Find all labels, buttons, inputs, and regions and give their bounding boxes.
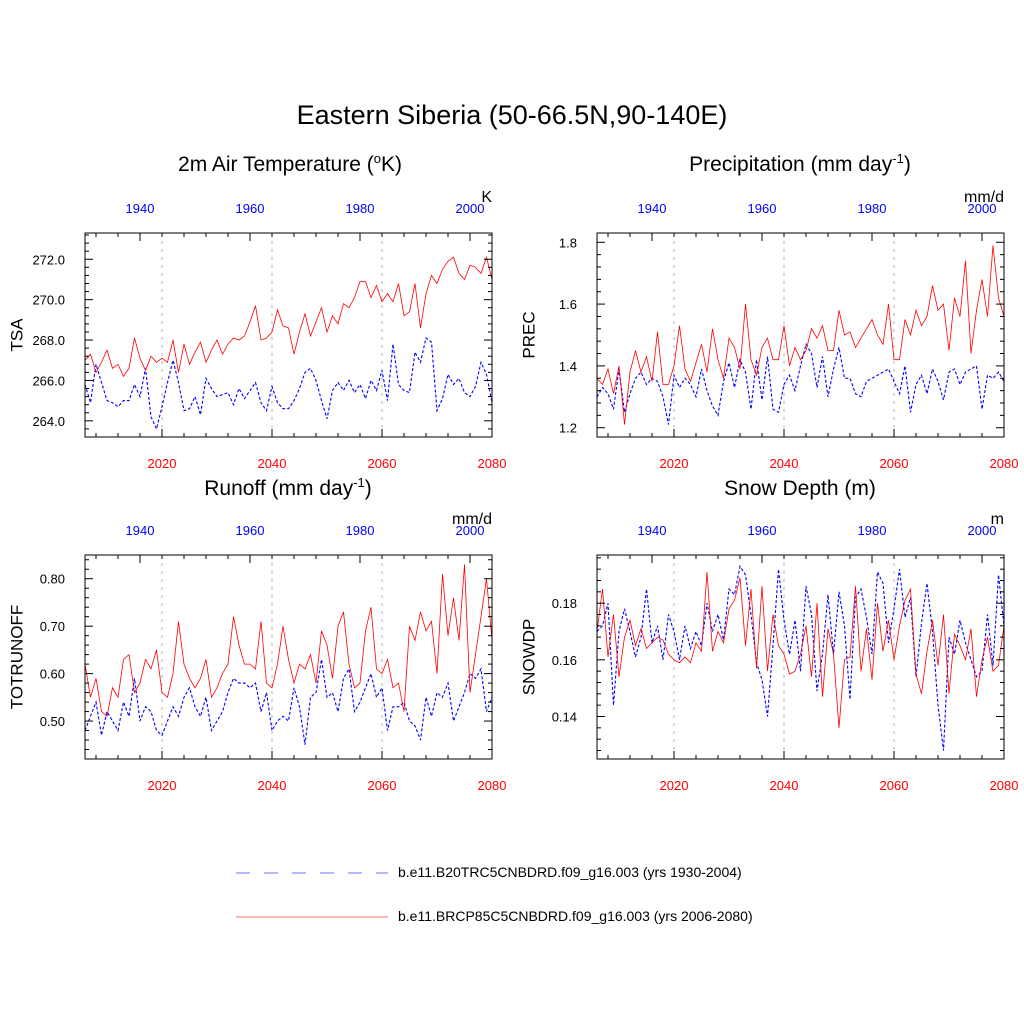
snowdp-xtick-label-bottom: 2080 [990,778,1019,793]
prec-xtick-label-top: 1940 [638,201,667,216]
prec-units: mm/d [964,189,1004,206]
tsa-xtick-label-bottom: 2080 [478,456,507,471]
runoff-xtick-label-top: 1980 [346,523,375,538]
snowdp-ytick-label: 0.18 [552,596,577,611]
tsa-frame [84,232,493,438]
runoff-ylabel: TOTRUNOFF [7,605,26,710]
tsa-xtick-label-bottom: 2060 [368,456,397,471]
prec-frame [596,232,1005,438]
prec-xtick-label-top: 1980 [858,201,887,216]
snowdp-frame [596,554,1005,760]
prec-xtick-label-bottom: 2020 [660,456,689,471]
legend-label-future: b.e11.BRCP85C5CNBDRD.f09_g16.003 (yrs 20… [398,908,753,924]
snowdp-xtick-label-top: 1940 [638,523,667,538]
tsa-xtick-label-bottom: 2040 [258,456,287,471]
tsa-ytick-label: 270.0 [32,293,65,308]
prec-xtick-label-bottom: 2060 [880,456,909,471]
snowdp-xtick-label-top: 2000 [968,523,997,538]
prec-series-hist [596,342,1005,425]
snowdp-xtick-label-bottom: 2020 [660,778,689,793]
runoff-units: mm/d [452,511,492,528]
tsa-ylabel: TSA [7,318,26,352]
runoff-xtick-label-top: 2000 [456,523,485,538]
snowdp-xtick-label-top: 1960 [748,523,777,538]
runoff-frame [84,554,493,760]
runoff-ytick-label: 0.60 [40,667,65,682]
runoff-xtick-label-bottom: 2060 [368,778,397,793]
snowdp-units: m [991,511,1004,528]
runoff-ytick-label: 0.50 [40,714,65,729]
runoff-xtick-label-top: 1940 [126,523,155,538]
runoff-xtick-label-bottom: 2020 [148,778,177,793]
prec-series-future [596,245,1005,425]
panel-title-runoff: Runoff (mm day-1) [204,475,372,500]
prec-ytick-label: 1.6 [559,297,577,312]
snowdp-series-future [596,571,1005,728]
runoff-ytick-label: 0.70 [40,619,65,634]
runoff-ytick-label: 0.80 [40,572,65,587]
prec-xtick-label-top: 2000 [968,201,997,216]
snowdp-xtick-label-top: 1980 [858,523,887,538]
legend-label-hist: b.e11.B20TRC5CNBDRD.f09_g16.003 (yrs 193… [398,864,742,880]
prec-xtick-label-bottom: 2040 [770,456,799,471]
runoff-xtick-label-bottom: 2080 [478,778,507,793]
tsa-series-hist [84,337,493,431]
runoff-series-future [84,564,493,718]
tsa-ytick-label: 268.0 [32,333,65,348]
tsa-ytick-label: 264.0 [32,414,65,429]
prec-ylabel: PREC [519,311,538,358]
snowdp-xtick-label-bottom: 2060 [880,778,909,793]
runoff-series-hist [84,659,493,745]
snowdp-ytick-label: 0.16 [552,653,577,668]
panel-title-tsa: 2m Air Temperature (oK) [178,151,402,176]
prec-ytick-label: 1.2 [559,421,577,436]
snowdp-ytick-label: 0.14 [552,710,577,725]
tsa-xtick-label-top: 1980 [346,201,375,216]
prec-xtick-label-bottom: 2080 [990,456,1019,471]
figure-title: Eastern Siberia (50-66.5N,90-140E) [296,100,728,130]
runoff-xtick-label-bottom: 2040 [258,778,287,793]
panel-title-prec: Precipitation (mm day-1) [689,151,911,176]
prec-ytick-label: 1.4 [559,359,577,374]
tsa-ytick-label: 272.0 [32,252,65,267]
snowdp-series-hist [596,564,1005,751]
runoff-xtick-label-top: 1960 [236,523,265,538]
tsa-xtick-label-bottom: 2020 [148,456,177,471]
prec-ytick-label: 1.8 [559,235,577,250]
snowdp-xtick-label-bottom: 2040 [770,778,799,793]
snowdp-ylabel: SNOWDP [519,619,538,696]
tsa-units: K [481,189,492,206]
tsa-series-future [84,241,493,378]
tsa-xtick-label-top: 1960 [236,201,265,216]
tsa-xtick-label-top: 1940 [126,201,155,216]
prec-xtick-label-top: 1960 [748,201,777,216]
panel-title-snow: Snow Depth (m) [724,477,876,500]
tsa-xtick-label-top: 2000 [456,201,485,216]
tsa-ytick-label: 266.0 [32,373,65,388]
